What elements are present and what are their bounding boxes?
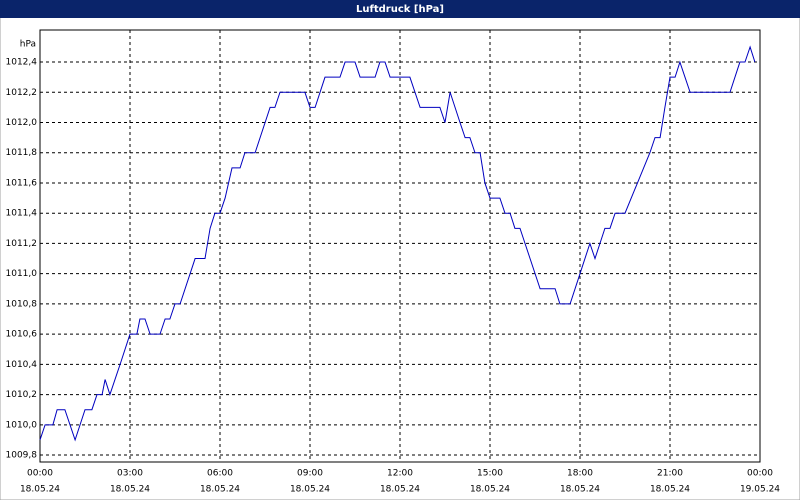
x-tick-date: 18.05.24 bbox=[470, 485, 510, 495]
y-tick-label: 1011,4 bbox=[6, 209, 38, 219]
x-tick-label: 15:00 bbox=[477, 469, 503, 479]
x-tick-label: 09:00 bbox=[297, 469, 323, 479]
y-tick-label: 1011,8 bbox=[6, 148, 38, 158]
y-tick-label: 1010,8 bbox=[6, 299, 38, 309]
y-tick-label: 1010,4 bbox=[6, 360, 38, 370]
y-unit: hPa bbox=[20, 40, 36, 50]
y-tick-label: 1011,6 bbox=[6, 178, 38, 188]
x-tick-label: 00:00 bbox=[747, 469, 773, 479]
y-tick-label: 1011,2 bbox=[6, 239, 38, 249]
data-line bbox=[39, 45, 756, 442]
y-tick-label: 1012,0 bbox=[6, 118, 38, 128]
x-tick-date: 19.05.24 bbox=[740, 485, 780, 495]
x-tick-label: 12:00 bbox=[387, 469, 413, 479]
x-tick-label: 06:00 bbox=[207, 469, 233, 479]
x-tick-date: 18.05.24 bbox=[290, 485, 330, 495]
x-tick-label: 18:00 bbox=[567, 469, 593, 479]
y-tick-label: 1012,2 bbox=[6, 88, 38, 98]
chart-title: Luftdruck [hPa] bbox=[356, 4, 444, 15]
x-tick-date: 18.05.24 bbox=[650, 485, 690, 495]
x-tick-date: 18.05.24 bbox=[20, 485, 60, 495]
y-tick-label: 1011,0 bbox=[6, 269, 38, 279]
y-tick-label: 1009,8 bbox=[6, 451, 38, 461]
x-tick-date: 18.05.24 bbox=[560, 485, 600, 495]
title-bar bbox=[0, 0, 800, 18]
y-tick-label: 1010,0 bbox=[6, 420, 38, 430]
y-tick-label: 1012,4 bbox=[6, 58, 38, 68]
x-tick-date: 18.05.24 bbox=[200, 485, 240, 495]
x-tick-label: 00:00 bbox=[27, 469, 53, 479]
x-tick-date: 18.05.24 bbox=[380, 485, 420, 495]
y-tick-label: 1010,2 bbox=[6, 390, 38, 400]
x-tick-label: 21:00 bbox=[657, 469, 683, 479]
y-tick-label: 1010,6 bbox=[6, 330, 38, 340]
x-tick-date: 18.05.24 bbox=[110, 485, 150, 495]
x-tick-label: 03:00 bbox=[117, 469, 143, 479]
